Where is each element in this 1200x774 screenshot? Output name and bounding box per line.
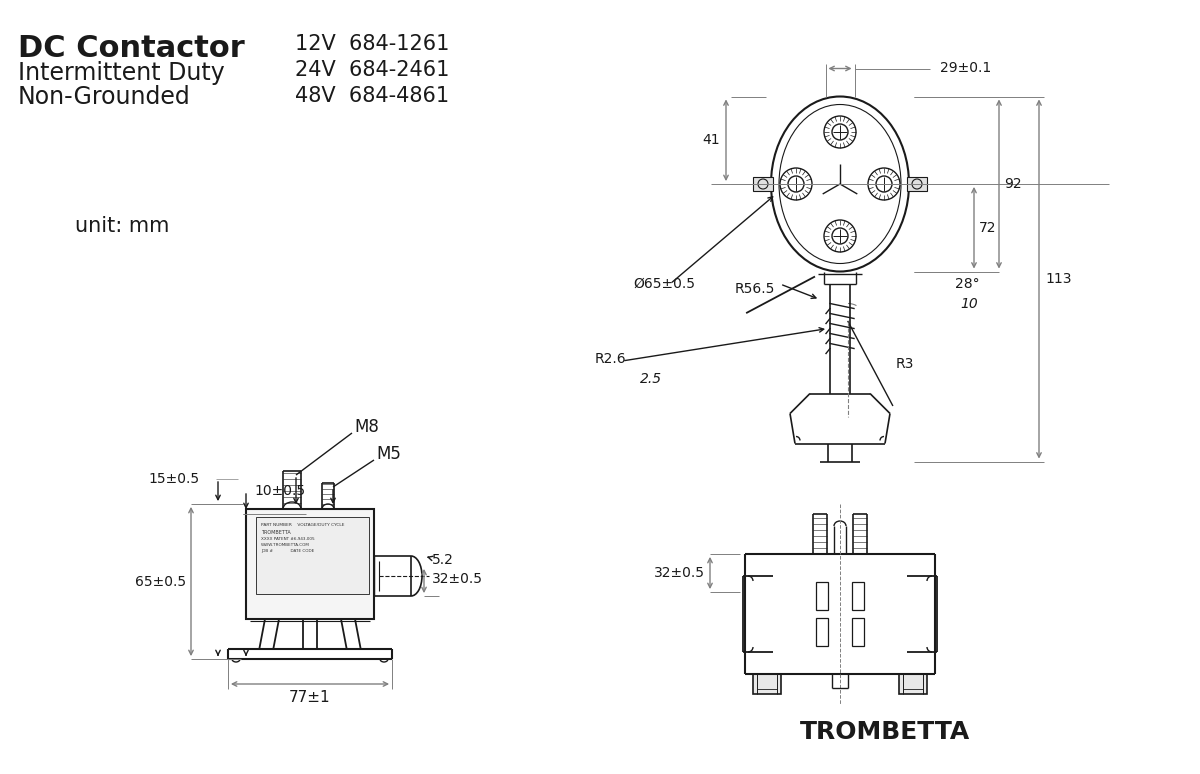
Text: R56.5: R56.5 — [734, 282, 775, 296]
Text: 10: 10 — [960, 297, 978, 311]
Bar — [754, 177, 773, 191]
Text: WWW.TROMBETTA.COM: WWW.TROMBETTA.COM — [262, 543, 310, 547]
Bar — [852, 582, 864, 610]
Text: M8: M8 — [354, 418, 379, 436]
Bar — [816, 582, 828, 610]
Text: R2.6: R2.6 — [595, 352, 626, 366]
Bar — [256, 517, 370, 594]
Text: 28°: 28° — [955, 277, 979, 291]
Text: 29±0.1: 29±0.1 — [940, 61, 991, 76]
Text: JOB #              DATE CODE: JOB # DATE CODE — [262, 549, 314, 553]
Text: 24V  684-2461: 24V 684-2461 — [295, 60, 449, 80]
Text: Ø65±0.5: Ø65±0.5 — [634, 277, 695, 291]
Text: R3: R3 — [896, 357, 914, 371]
Text: 77±1: 77±1 — [289, 690, 331, 705]
Text: Non-Grounded: Non-Grounded — [18, 85, 191, 109]
Bar — [899, 674, 928, 694]
Text: 113: 113 — [1045, 272, 1072, 286]
Text: DC Contactor: DC Contactor — [18, 34, 245, 63]
Bar — [852, 618, 864, 646]
Text: 15±0.5: 15±0.5 — [149, 472, 200, 486]
Text: 65±0.5: 65±0.5 — [134, 574, 186, 588]
Text: 2.5: 2.5 — [640, 372, 662, 386]
Text: PART NUMBER    VOLTAGE/DUTY CYCLE: PART NUMBER VOLTAGE/DUTY CYCLE — [262, 523, 344, 527]
Bar — [754, 674, 781, 694]
Text: 10±0.5: 10±0.5 — [254, 484, 305, 498]
Text: 32±0.5: 32±0.5 — [654, 566, 706, 580]
Text: Intermittent Duty: Intermittent Duty — [18, 61, 224, 85]
Bar — [246, 509, 374, 619]
Text: 92: 92 — [1004, 177, 1021, 191]
Text: 41: 41 — [702, 133, 720, 147]
Text: 32±0.5: 32±0.5 — [432, 572, 482, 586]
Text: 72: 72 — [979, 221, 996, 235]
Text: M5: M5 — [376, 445, 401, 463]
Text: unit: mm: unit: mm — [74, 216, 169, 236]
Text: 5.2: 5.2 — [432, 553, 454, 567]
Text: TROMBETTA: TROMBETTA — [262, 530, 290, 535]
Bar — [816, 618, 828, 646]
Text: 12V  684-1261: 12V 684-1261 — [295, 34, 449, 54]
Text: TROMBETTA: TROMBETTA — [800, 720, 971, 744]
Text: XXXX PATENT #6,943,005: XXXX PATENT #6,943,005 — [262, 537, 314, 541]
Bar — [907, 177, 928, 191]
Text: 48V  684-4861: 48V 684-4861 — [295, 86, 449, 106]
